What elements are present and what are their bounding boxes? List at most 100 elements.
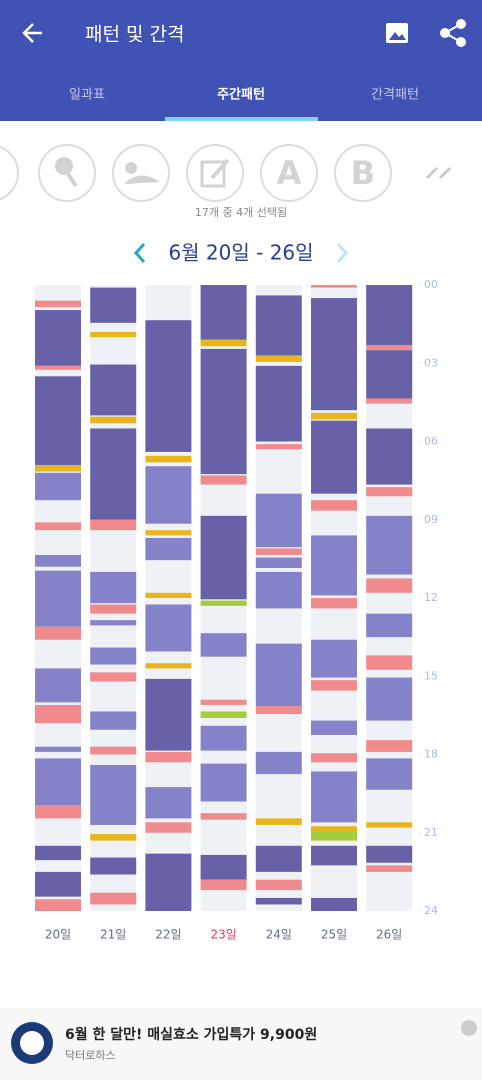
time-segment bbox=[90, 857, 137, 875]
time-segment bbox=[366, 613, 413, 638]
y-tick-label: 18 bbox=[424, 748, 438, 761]
icon-letter: A bbox=[277, 154, 302, 192]
time-segment bbox=[200, 813, 247, 820]
time-segment bbox=[311, 826, 357, 832]
time-segment bbox=[145, 538, 192, 561]
time-segment bbox=[311, 845, 357, 866]
time-segment bbox=[366, 428, 413, 485]
time-segment bbox=[35, 899, 81, 911]
time-segment bbox=[90, 620, 137, 626]
time-segment bbox=[145, 678, 192, 751]
time-segment bbox=[35, 704, 81, 724]
time-segment bbox=[311, 598, 357, 609]
tab[interactable]: 일과표 bbox=[69, 88, 105, 103]
day-label: 24일 bbox=[266, 928, 292, 942]
next-week[interactable] bbox=[336, 243, 349, 263]
y-tick-label: 12 bbox=[424, 591, 438, 604]
time-segment bbox=[311, 420, 357, 494]
time-segment bbox=[200, 854, 247, 880]
time-segment bbox=[200, 600, 247, 606]
time-segment bbox=[90, 711, 137, 730]
tab[interactable]: 간격패턴 bbox=[371, 88, 419, 103]
time-segment bbox=[145, 466, 192, 524]
time-segment bbox=[311, 720, 357, 735]
time-segment bbox=[90, 519, 137, 531]
time-segment bbox=[255, 897, 302, 905]
time-segment bbox=[366, 758, 413, 790]
time-segment bbox=[366, 865, 413, 872]
time-segment bbox=[200, 348, 247, 475]
share-button[interactable] bbox=[440, 19, 466, 47]
y-tick-label: 06 bbox=[424, 435, 438, 448]
time-segment bbox=[145, 822, 192, 833]
time-segment bbox=[255, 295, 302, 356]
day-label: 20일 bbox=[45, 928, 71, 942]
time-segment bbox=[35, 376, 81, 465]
time-segment bbox=[90, 571, 137, 604]
time-segment bbox=[255, 493, 302, 548]
time-segment bbox=[90, 428, 137, 520]
time-segment bbox=[255, 845, 302, 872]
time-segment bbox=[90, 746, 137, 755]
time-segment bbox=[145, 787, 192, 819]
time-segment bbox=[145, 530, 192, 536]
time-segment bbox=[200, 879, 247, 891]
time-segment bbox=[200, 711, 247, 718]
y-tick-label: 09 bbox=[424, 513, 438, 526]
time-segment bbox=[145, 455, 192, 463]
time-segment bbox=[311, 771, 357, 823]
time-segment bbox=[255, 643, 302, 707]
time-segment bbox=[366, 578, 413, 593]
time-segment bbox=[255, 355, 302, 362]
time-segment bbox=[90, 892, 137, 905]
time-segment bbox=[35, 554, 81, 567]
time-segment bbox=[366, 655, 413, 670]
time-segment bbox=[200, 339, 247, 347]
day-label: 25일 bbox=[321, 928, 347, 942]
pattern-icons bbox=[0, 144, 452, 202]
y-tick-label: 03 bbox=[424, 356, 438, 369]
time-segment bbox=[255, 444, 302, 450]
back-button[interactable] bbox=[22, 23, 42, 43]
time-segment bbox=[311, 500, 357, 511]
time-segment bbox=[366, 487, 413, 497]
time-segment bbox=[90, 416, 137, 424]
ad-info[interactable] bbox=[461, 1020, 477, 1036]
weekly-chart: 00 03 06 09 12 15 18 21 24 20일 21일 22일 23일 24일 25일 26일 bbox=[35, 278, 438, 942]
time-segment bbox=[90, 364, 137, 416]
time-segment bbox=[35, 871, 81, 897]
time-segment bbox=[35, 570, 81, 627]
day-label: 21일 bbox=[100, 928, 126, 942]
tab[interactable]: 주간패턴 bbox=[217, 87, 265, 103]
time-segment bbox=[366, 845, 413, 863]
page-title: 패턴 및 간격 bbox=[85, 24, 184, 46]
time-segment bbox=[90, 287, 137, 323]
time-segment bbox=[90, 764, 137, 825]
time-segment bbox=[311, 753, 357, 763]
time-segment bbox=[145, 592, 192, 598]
time-segment bbox=[255, 879, 302, 891]
time-segment bbox=[145, 853, 192, 911]
time-segment bbox=[35, 758, 81, 806]
time-segment bbox=[200, 763, 247, 802]
time-segment bbox=[366, 398, 413, 404]
time-segment bbox=[90, 834, 137, 841]
ad-banner[interactable] bbox=[0, 1008, 482, 1080]
day-label: 23일 bbox=[210, 928, 236, 942]
icon-letter: B bbox=[351, 154, 375, 192]
time-segment bbox=[366, 740, 413, 752]
selection-caption: 17개 중 4개 선택됨 bbox=[195, 206, 287, 219]
app-bar bbox=[0, 0, 482, 121]
image-button[interactable] bbox=[386, 23, 408, 43]
prev-week[interactable] bbox=[133, 243, 146, 263]
time-segment bbox=[35, 472, 81, 501]
time-segment bbox=[145, 320, 192, 452]
week-label: 6월 20일 - 26일 bbox=[168, 241, 313, 265]
time-segment bbox=[255, 365, 302, 442]
time-segment bbox=[200, 633, 247, 657]
time-segment bbox=[311, 412, 357, 420]
time-segment bbox=[200, 475, 247, 485]
time-segment bbox=[311, 535, 357, 596]
time-segment bbox=[90, 647, 137, 665]
